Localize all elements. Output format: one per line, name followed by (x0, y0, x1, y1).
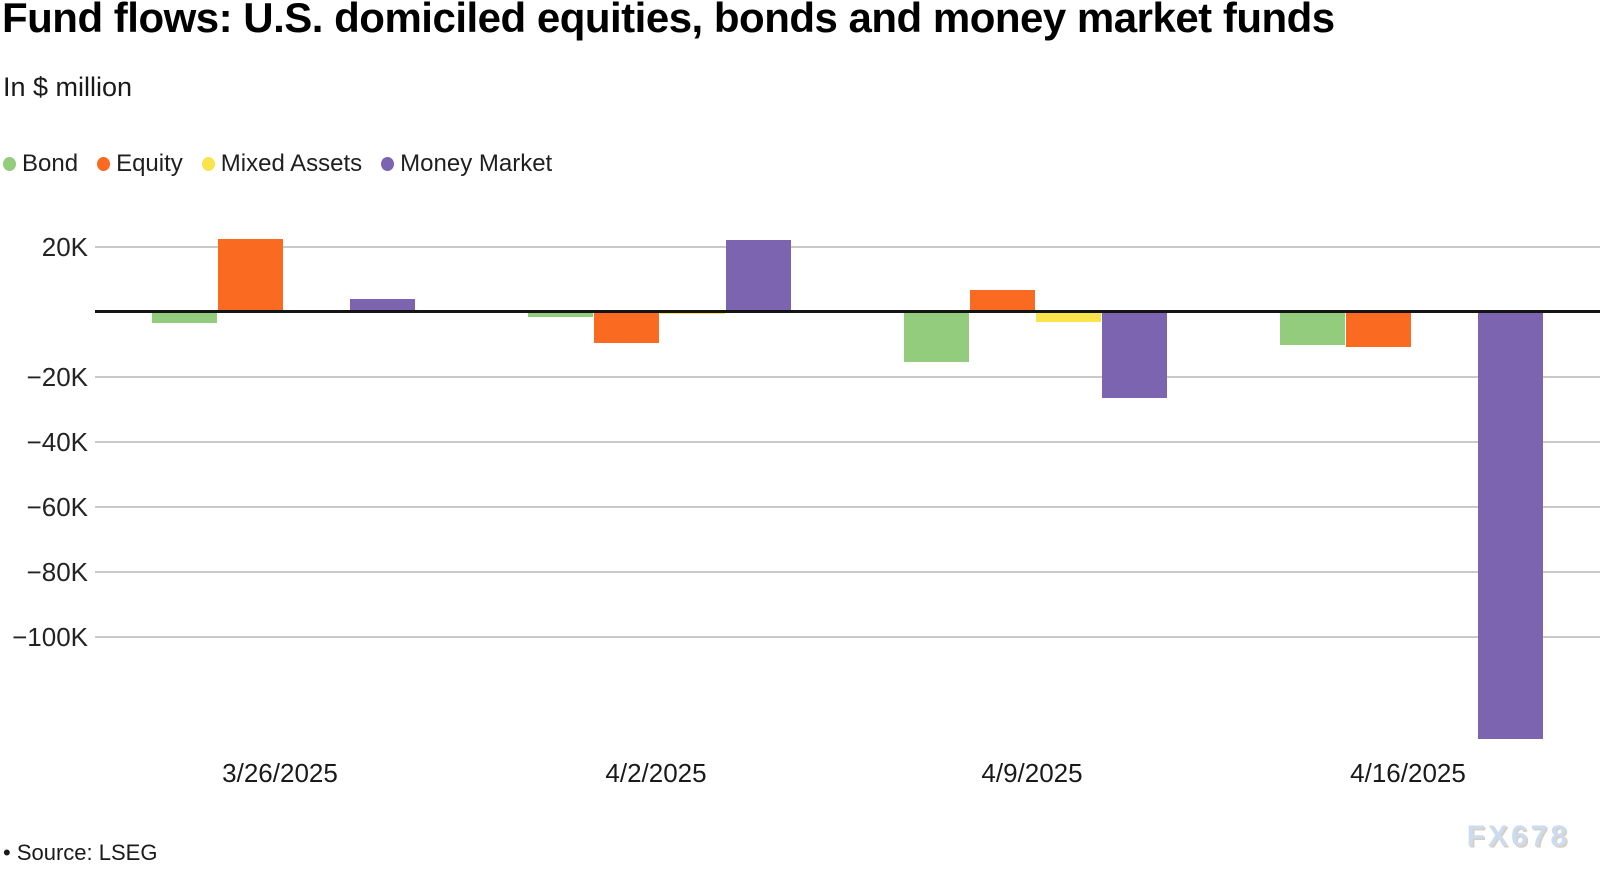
legend-dot-icon (381, 157, 395, 171)
x-axis-tick-label: 4/9/2025 (981, 758, 1083, 788)
gridline (95, 440, 1600, 443)
y-axis-tick-label: −80K (26, 556, 88, 587)
y-axis-tick-label: −60K (26, 491, 88, 522)
chart-subtitle: In $ million (3, 72, 133, 102)
legend-label: Money Market (400, 150, 553, 177)
x-axis-tick-label: 4/16/2025 (1350, 758, 1466, 788)
bar-money-market-4-9-2025 (1102, 311, 1167, 398)
bar-money-market-3-26-2025 (350, 299, 415, 312)
y-axis-tick-label: −40K (26, 426, 88, 457)
y-axis-tick-label: −100K (12, 621, 88, 652)
y-axis-tick-label: −20K (26, 361, 88, 392)
bar-money-market-4-16-2025 (1478, 311, 1543, 740)
bar-equity-4-9-2025 (970, 289, 1035, 312)
legend-dot-icon (97, 157, 111, 171)
bar-bond-4-2-2025 (528, 311, 593, 317)
bar-equity-4-2-2025 (594, 311, 659, 344)
bar-bond-3-26-2025 (152, 311, 217, 323)
bar-mixed-assets-4-2-2025 (660, 311, 725, 315)
legend-dot-icon (201, 157, 215, 171)
x-axis-tick-label: 3/26/2025 (222, 758, 338, 788)
watermark: FX678 (1466, 820, 1570, 853)
gridline (95, 245, 1600, 248)
gridline (95, 375, 1600, 378)
bar-equity-4-16-2025 (1346, 311, 1411, 347)
chart-title: Fund flows: U.S. domiciled equities, bon… (2, 0, 1335, 41)
legend-item-equity: Equity (97, 150, 183, 178)
gridline (95, 505, 1600, 508)
chart-legend: Bond Equity Mixed Assets Money Market (3, 150, 552, 178)
zero-axis-line (95, 309, 1600, 313)
bar-bond-4-16-2025 (1280, 311, 1345, 346)
bar-bond-4-9-2025 (904, 311, 969, 362)
source-label: • Source: LSEG (3, 840, 158, 865)
x-axis-tick-label: 4/2/2025 (605, 758, 707, 788)
legend-dot-icon (3, 157, 16, 171)
legend-item-bond: Bond (3, 150, 78, 178)
legend-item-mixed-assets: Mixed Assets (201, 150, 363, 178)
bar-mixed-assets-4-9-2025 (1036, 311, 1101, 322)
legend-label: Mixed Assets (220, 150, 363, 177)
legend-item-money-market: Money Market (381, 150, 552, 178)
gridline (95, 635, 1600, 638)
bar-money-market-4-2-2025 (726, 240, 791, 312)
gridline (95, 570, 1600, 573)
bar-equity-3-26-2025 (218, 239, 283, 312)
legend-label: Bond (22, 150, 79, 177)
legend-label: Equity (116, 150, 183, 177)
y-axis-tick-label: 20K (41, 231, 88, 262)
